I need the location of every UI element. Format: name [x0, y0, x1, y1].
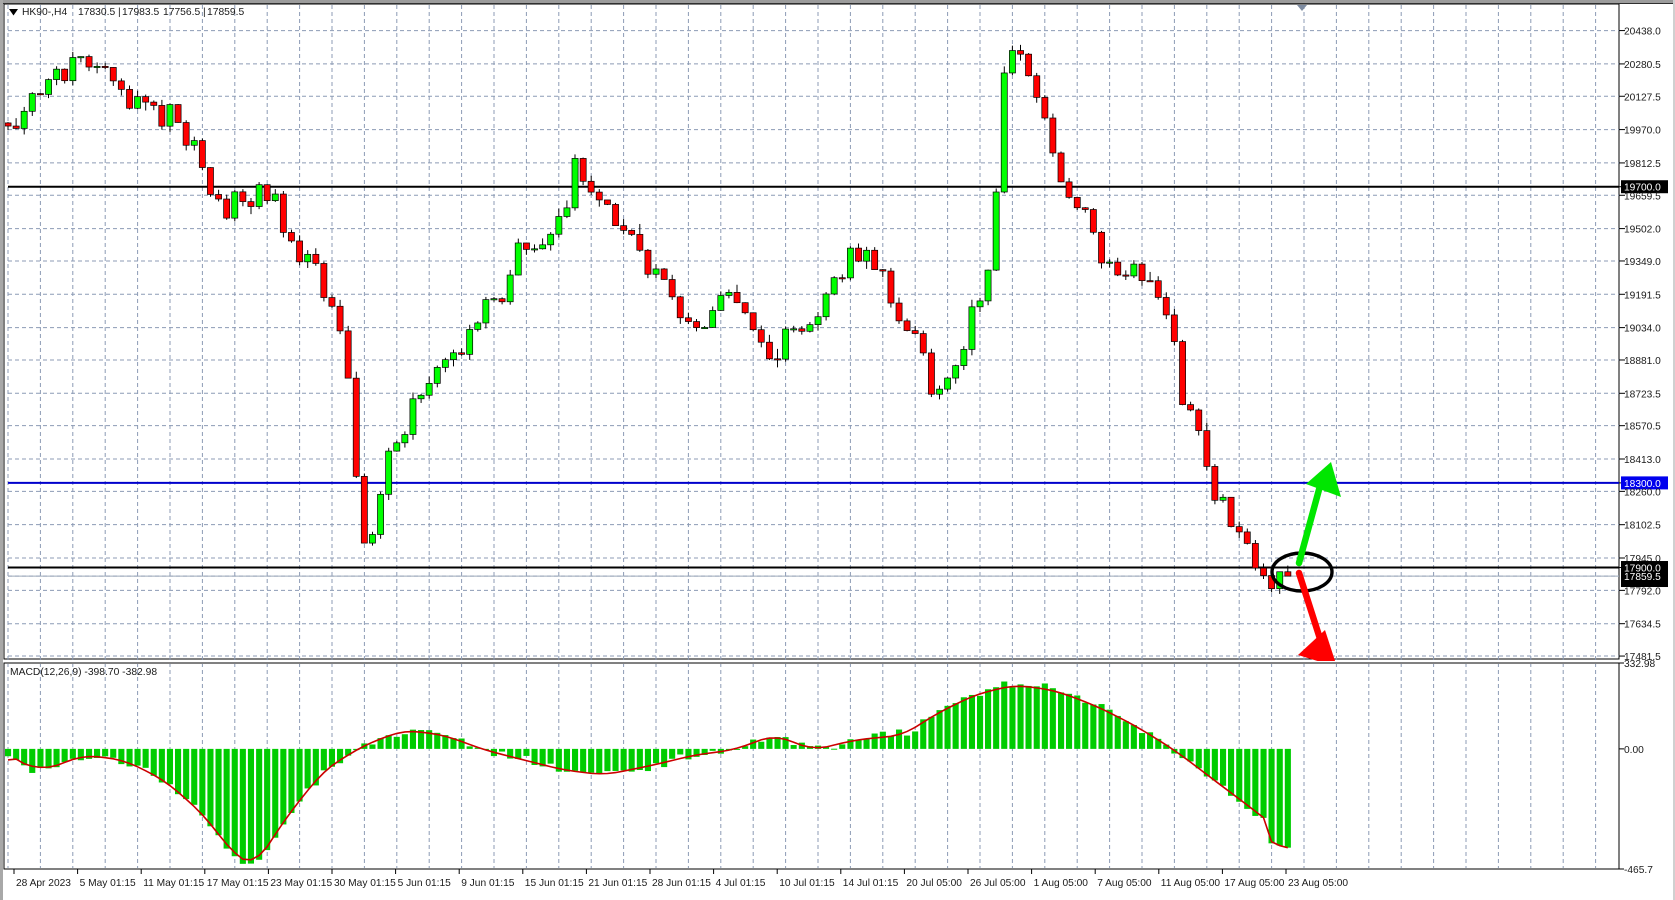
svg-text:19034.0: 19034.0: [1624, 324, 1661, 335]
svg-text:28 Jun 01:15: 28 Jun 01:15: [652, 878, 711, 889]
svg-text:18413.0: 18413.0: [1624, 455, 1661, 466]
svg-text:17 May 01:15: 17 May 01:15: [207, 878, 269, 889]
svg-text:19812.5: 19812.5: [1624, 159, 1661, 170]
svg-text:17756.5: 17756.5: [163, 7, 200, 18]
svg-text:23 Aug 05:00: 23 Aug 05:00: [1288, 878, 1348, 889]
svg-text:17 Aug 05:00: 17 Aug 05:00: [1224, 878, 1284, 889]
svg-text:17983.5: 17983.5: [122, 7, 159, 18]
svg-text:15 Jun 01:15: 15 Jun 01:15: [525, 878, 584, 889]
svg-text:4 Jul 01:15: 4 Jul 01:15: [716, 878, 766, 889]
svg-text:19349.0: 19349.0: [1624, 257, 1661, 268]
svg-text:20 Jul 05:00: 20 Jul 05:00: [906, 878, 962, 889]
svg-text:-465.7: -465.7: [1624, 865, 1653, 876]
svg-text:19191.5: 19191.5: [1624, 290, 1661, 301]
svg-text:11 Aug 05:00: 11 Aug 05:00: [1161, 878, 1221, 889]
svg-text:23 May 01:15: 23 May 01:15: [270, 878, 332, 889]
svg-text:19659.5: 19659.5: [1624, 191, 1661, 202]
svg-text:5 Jun 01:15: 5 Jun 01:15: [398, 878, 452, 889]
svg-text:30 May 01:15: 30 May 01:15: [334, 878, 396, 889]
svg-text:19502.0: 19502.0: [1624, 225, 1661, 236]
svg-text:18723.5: 18723.5: [1624, 389, 1661, 400]
svg-text:|: |: [203, 7, 206, 18]
svg-text:17830.5: 17830.5: [78, 7, 115, 18]
svg-text:|: |: [118, 7, 121, 18]
svg-text:5 May 01:15: 5 May 01:15: [80, 878, 136, 889]
svg-text:21 Jun 01:15: 21 Jun 01:15: [588, 878, 647, 889]
svg-text:18570.5: 18570.5: [1624, 422, 1661, 433]
svg-text:18260.0: 18260.0: [1624, 487, 1661, 498]
svg-text:10 Jul 01:15: 10 Jul 01:15: [779, 878, 835, 889]
svg-text:9 Jun 01:15: 9 Jun 01:15: [461, 878, 515, 889]
svg-text:1 Aug 05:00: 1 Aug 05:00: [1034, 878, 1089, 889]
svg-text:28 Apr 2023: 28 Apr 2023: [16, 878, 71, 889]
svg-text:17859.5: 17859.5: [207, 7, 244, 18]
svg-text:18102.5: 18102.5: [1624, 521, 1661, 532]
svg-text:20127.5: 20127.5: [1624, 92, 1661, 103]
svg-text:332.98: 332.98: [1624, 659, 1655, 670]
svg-text:MACD(12,26,9) -398.70 -382.98: MACD(12,26,9) -398.70 -382.98: [10, 667, 157, 678]
svg-text:14 Jul 01:15: 14 Jul 01:15: [843, 878, 899, 889]
svg-text:HK90-,H4: HK90-,H4: [22, 7, 67, 18]
svg-text:0.00: 0.00: [1624, 745, 1644, 756]
svg-text:17859.5: 17859.5: [1624, 572, 1661, 583]
svg-text:7 Aug 05:00: 7 Aug 05:00: [1097, 878, 1152, 889]
svg-text:18881.0: 18881.0: [1624, 356, 1661, 367]
svg-text:17634.5: 17634.5: [1624, 620, 1661, 631]
svg-text:20280.5: 20280.5: [1624, 60, 1661, 71]
svg-text:20438.0: 20438.0: [1624, 27, 1661, 38]
svg-text:26 Jul 05:00: 26 Jul 05:00: [970, 878, 1026, 889]
svg-text:19970.0: 19970.0: [1624, 126, 1661, 137]
svg-text:11 May 01:15: 11 May 01:15: [143, 878, 204, 889]
svg-text:17792.0: 17792.0: [1624, 586, 1661, 597]
